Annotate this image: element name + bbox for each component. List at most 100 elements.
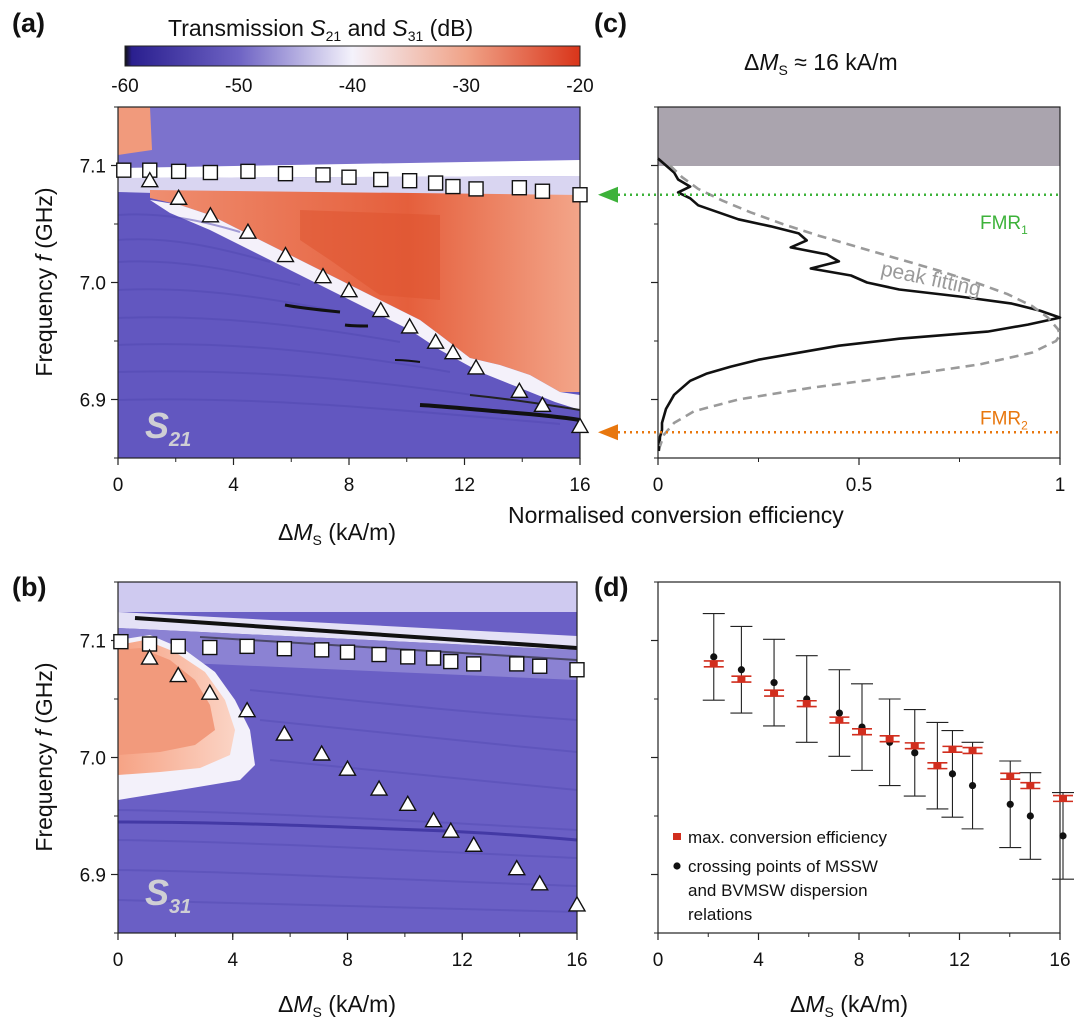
fmr2-label-text: FMR [980, 408, 1021, 429]
triangle-marker [426, 332, 445, 349]
square-marker [425, 650, 442, 666]
crossing-point [835, 709, 843, 717]
colorbar-tick-label: -50 [225, 76, 252, 97]
triangle-marker [466, 358, 486, 375]
max-eff-point [968, 746, 977, 754]
fmr2-label: FMR2 [980, 408, 1028, 432]
square-marker [339, 644, 356, 660]
xlabel-c: Normalised conversion efficiency [508, 502, 844, 528]
crossing-point [968, 781, 977, 790]
legend-marker-red-square [673, 833, 681, 840]
max-eff-point [910, 742, 919, 750]
square-marker [276, 640, 293, 657]
y-tick-label: 6.9 [80, 866, 106, 887]
triangle-marker [140, 171, 159, 188]
xlabel-d: ΔMS (kA/m) [790, 991, 908, 1020]
max-eff-point [709, 660, 718, 668]
triangle-marker [338, 759, 357, 776]
square-marker [401, 173, 418, 189]
title-c: ΔMS ≈ 16 kA/m [744, 49, 898, 78]
triangle-marker [400, 317, 419, 334]
max-eff-point [948, 745, 957, 753]
triangle-marker [567, 895, 587, 912]
legend-label-2c: relations [688, 905, 752, 924]
square-marker [202, 639, 218, 656]
square-marker [373, 171, 389, 188]
triangle-marker [530, 874, 549, 891]
triangle-marker [441, 821, 460, 838]
triangle-marker [464, 835, 483, 852]
square-marker [400, 649, 416, 665]
y-tick-label: 7.1 [80, 157, 106, 178]
triangle-marker [443, 343, 463, 360]
max-eff-point [802, 700, 811, 708]
triangle-marker [169, 188, 188, 205]
max-eff-point [885, 735, 894, 743]
square-marker [170, 638, 186, 655]
triangle-marker [510, 381, 529, 399]
triangle-marker [369, 779, 389, 796]
x-tick-label: 4 [227, 950, 238, 971]
x-tick-label: 0 [653, 475, 664, 496]
max-eff-point [1006, 772, 1015, 780]
gray-band [658, 107, 1060, 166]
square-marker [509, 656, 525, 672]
max-eff-point [737, 675, 746, 683]
triangle-marker [169, 666, 188, 683]
crossing-point [1059, 832, 1067, 840]
colorbar-tick-label: -40 [339, 76, 366, 97]
max-eff-point [1059, 794, 1067, 802]
y-tick-label: 6.9 [80, 391, 106, 412]
xlabel-b: ΔMS (kA/m) [278, 991, 396, 1020]
square-marker [569, 662, 585, 678]
markers-a [116, 162, 590, 434]
square-marker [427, 175, 444, 191]
x-tick-label: 8 [342, 950, 353, 971]
square-marker [277, 165, 294, 182]
y-tick-label: 7.0 [80, 749, 106, 770]
max-eff-point [1026, 782, 1035, 790]
triangle-marker [140, 648, 159, 665]
square-marker [468, 181, 484, 197]
ylabel-b: Frequency f (GHz) [31, 662, 57, 851]
triangle-marker [424, 811, 443, 828]
y-tick-label: 7.0 [80, 274, 106, 295]
xlabel-a: ΔMS (kA/m) [278, 519, 396, 548]
triangle-marker [238, 222, 258, 239]
triangle-marker [371, 301, 390, 318]
y-tick-label: 7.1 [80, 632, 106, 653]
x-tick-label: 4 [753, 950, 764, 971]
heatmap-b [118, 582, 577, 933]
heatmap-a-fringes [118, 213, 561, 425]
colorbar-bar [124, 45, 581, 67]
legend-marker-black-dot [673, 862, 681, 870]
curves-c [657, 157, 1062, 452]
ylabel-a: Frequency f (GHz) [31, 187, 57, 376]
legend-label-2b: and BVMSW dispersion [688, 881, 868, 900]
panel-label-d: (d) [594, 572, 628, 602]
x-tick-label: 8 [344, 475, 355, 496]
triangle-marker [570, 416, 590, 434]
x-tick-label: 12 [949, 950, 970, 971]
fmr1-arrow [598, 186, 618, 203]
square-marker [239, 638, 255, 655]
x-tick-label: 0 [653, 950, 664, 971]
colorbar: Transmission S21 and S31 (dB) -60 -50 -40-… [111, 15, 593, 97]
square-marker [445, 178, 461, 195]
square-marker [170, 163, 187, 180]
square-marker [202, 164, 219, 181]
legend-label-2a: crossing points of MSSW [688, 857, 878, 876]
square-marker [443, 653, 459, 670]
triangle-marker [201, 206, 220, 223]
triangle-marker [275, 724, 294, 741]
square-marker [341, 169, 357, 185]
points-d [702, 613, 1074, 880]
x-tick-label: 12 [452, 950, 473, 971]
colorbar-tick-label: -60 [111, 76, 138, 97]
heatmap-b-fringes [118, 689, 577, 913]
x-tick-label: 0 [113, 950, 124, 971]
panel-label-c: (c) [594, 8, 627, 38]
axes-c: 0 0.5 1 [651, 106, 1065, 496]
